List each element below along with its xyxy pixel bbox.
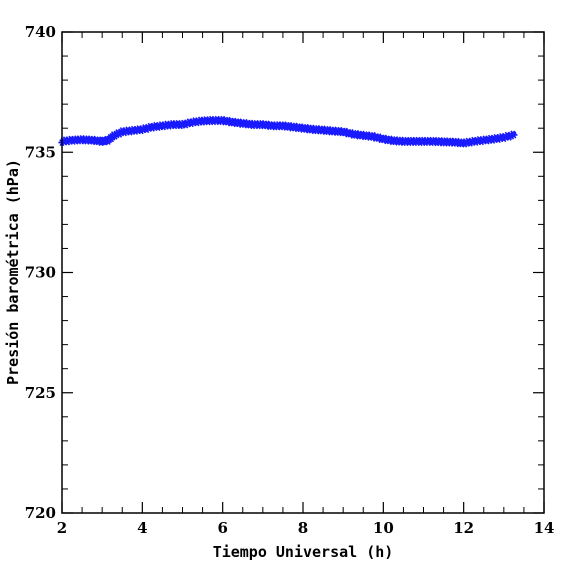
y-tick-label: 725 bbox=[25, 384, 56, 402]
x-tick-label: 12 bbox=[453, 519, 474, 537]
tick-labels: 2 4 6 8 10 12 14 720 725 730 735 740 bbox=[25, 23, 555, 537]
data-point bbox=[510, 131, 518, 139]
x-tick-label: 10 bbox=[373, 519, 394, 537]
y-axis-title: Presión barométrica (hPa) bbox=[4, 159, 22, 385]
y-tick-label: 730 bbox=[25, 264, 56, 282]
x-tick-label: 8 bbox=[298, 519, 308, 537]
x-tick-label: 14 bbox=[534, 519, 555, 537]
axis-ticks bbox=[61, 31, 545, 514]
x-tick-label: 4 bbox=[137, 519, 147, 537]
x-axis-title: Tiempo Universal (h) bbox=[213, 543, 394, 561]
x-tick-label: 6 bbox=[217, 519, 227, 537]
y-tick-label: 740 bbox=[25, 23, 56, 41]
plot-frame bbox=[61, 31, 545, 514]
data-points bbox=[58, 115, 518, 148]
y-tick-label: 735 bbox=[25, 143, 56, 161]
x-tick-label: 2 bbox=[57, 519, 67, 537]
y-tick-label: 720 bbox=[25, 504, 56, 522]
